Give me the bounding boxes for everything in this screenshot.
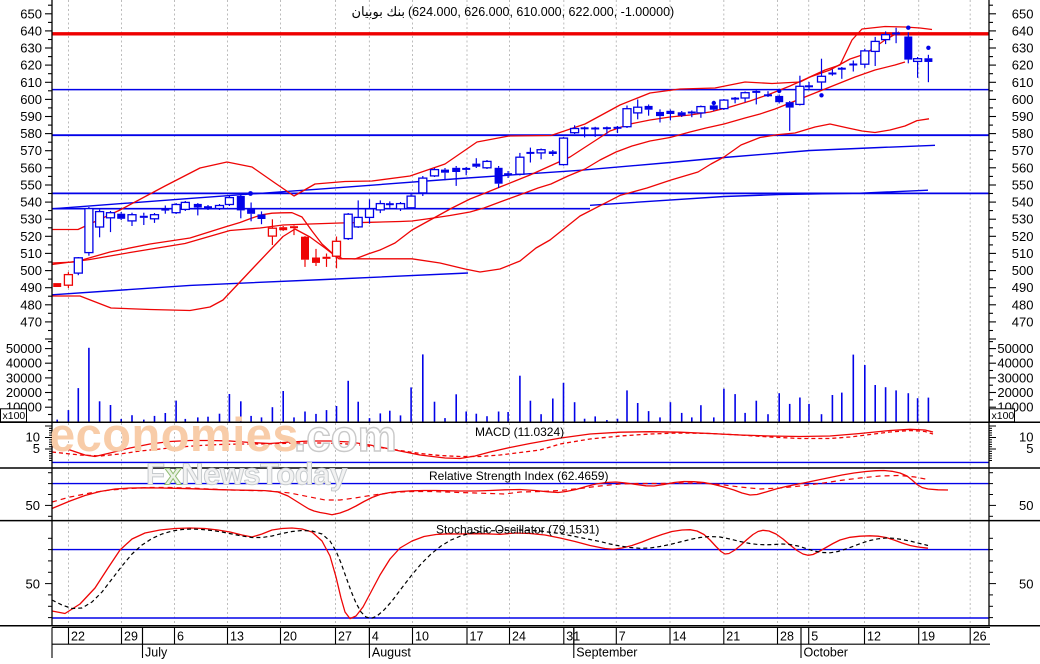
svg-text:600: 600 (1012, 92, 1034, 107)
svg-text:580: 580 (20, 126, 42, 141)
svg-text:22: 22 (71, 630, 85, 644)
svg-text:480: 480 (20, 297, 42, 312)
svg-text:620: 620 (1012, 58, 1034, 73)
svg-text:.com: .com (294, 412, 397, 461)
svg-text:August: August (372, 646, 411, 660)
svg-text:30000: 30000 (997, 370, 1033, 385)
svg-text:490: 490 (1012, 280, 1034, 295)
svg-text:610: 610 (1012, 75, 1034, 90)
svg-text:500: 500 (1012, 263, 1034, 278)
svg-text:Stochastic Oscillator (79.1531: Stochastic Oscillator (79.1531) (436, 523, 599, 537)
svg-text:5: 5 (811, 630, 818, 644)
svg-text:October: October (804, 646, 848, 660)
svg-text:economies: economies (49, 408, 299, 461)
svg-text:20: 20 (283, 630, 297, 644)
svg-text:(624.000, 626.000, 610.000, 62: (624.000, 626.000, 610.000, 622.000, -1.… (408, 5, 674, 19)
svg-text:650: 650 (20, 6, 42, 21)
svg-text:10: 10 (1019, 430, 1033, 445)
svg-text:20000: 20000 (997, 385, 1033, 400)
svg-text:570: 570 (20, 143, 42, 158)
svg-text:590: 590 (1012, 109, 1034, 124)
svg-text:540: 540 (20, 195, 42, 210)
svg-text:590: 590 (20, 109, 42, 124)
svg-text:520: 520 (1012, 229, 1034, 244)
svg-text:7: 7 (619, 630, 626, 644)
svg-text:650: 650 (1012, 6, 1034, 21)
svg-text:570: 570 (1012, 143, 1034, 158)
svg-text:580: 580 (1012, 126, 1034, 141)
svg-text:490: 490 (20, 280, 42, 295)
svg-text:560: 560 (1012, 160, 1034, 175)
svg-text:500: 500 (20, 263, 42, 278)
svg-text:14: 14 (673, 630, 687, 644)
svg-text:530: 530 (1012, 212, 1034, 227)
svg-text:50: 50 (26, 577, 40, 592)
svg-text:29: 29 (124, 630, 138, 644)
svg-text:630: 630 (20, 41, 42, 56)
svg-text:530: 530 (20, 212, 42, 227)
svg-text:10: 10 (415, 630, 429, 644)
svg-text:MACD (11.0324): MACD (11.0324) (475, 425, 564, 439)
svg-text:510: 510 (20, 246, 42, 261)
svg-text:10: 10 (26, 430, 40, 445)
svg-text:24: 24 (512, 630, 526, 644)
svg-text:480: 480 (1012, 297, 1034, 312)
svg-text:بنك بوبيان: بنك بوبيان (352, 4, 406, 20)
svg-text:19: 19 (921, 630, 935, 644)
svg-text:560: 560 (20, 160, 42, 175)
svg-text:50: 50 (1019, 498, 1033, 513)
svg-text:540: 540 (1012, 195, 1034, 210)
svg-text:50: 50 (26, 498, 40, 513)
svg-text:5: 5 (33, 441, 40, 456)
svg-text:5: 5 (1026, 441, 1033, 456)
svg-text:470: 470 (1012, 314, 1034, 329)
svg-text:12: 12 (867, 630, 881, 644)
svg-text:x100: x100 (992, 410, 1015, 422)
svg-text:26: 26 (973, 630, 987, 644)
svg-text:6: 6 (177, 630, 184, 644)
svg-text:28: 28 (780, 630, 794, 644)
svg-text:30000: 30000 (6, 370, 42, 385)
svg-text:40000: 40000 (997, 356, 1033, 371)
svg-text:31: 31 (566, 630, 580, 644)
svg-text:27: 27 (338, 630, 352, 644)
svg-text:Relative Strength Index (62.46: Relative Strength Index (62.4659) (429, 469, 608, 483)
svg-text:520: 520 (20, 229, 42, 244)
svg-text:13: 13 (230, 630, 244, 644)
svg-text:640: 640 (1012, 23, 1034, 38)
svg-text:20000: 20000 (6, 385, 42, 400)
svg-text:550: 550 (1012, 178, 1034, 193)
svg-text:600: 600 (20, 92, 42, 107)
svg-text:50000: 50000 (6, 341, 42, 356)
svg-text:50: 50 (1019, 577, 1033, 592)
svg-text:21: 21 (726, 630, 740, 644)
svg-text:640: 640 (20, 23, 42, 38)
svg-text:17: 17 (470, 630, 484, 644)
svg-text:July: July (145, 646, 168, 660)
svg-text:x100: x100 (3, 410, 26, 422)
svg-text:50000: 50000 (997, 341, 1033, 356)
svg-text:4: 4 (372, 630, 379, 644)
svg-text:September: September (576, 646, 637, 660)
svg-text:630: 630 (1012, 41, 1034, 56)
svg-text:470: 470 (20, 314, 42, 329)
svg-text:FxNewsToday: FxNewsToday (146, 457, 348, 492)
svg-text:550: 550 (20, 178, 42, 193)
svg-text:620: 620 (20, 58, 42, 73)
svg-text:510: 510 (1012, 246, 1034, 261)
svg-text:610: 610 (20, 75, 42, 90)
svg-text:40000: 40000 (6, 356, 42, 371)
